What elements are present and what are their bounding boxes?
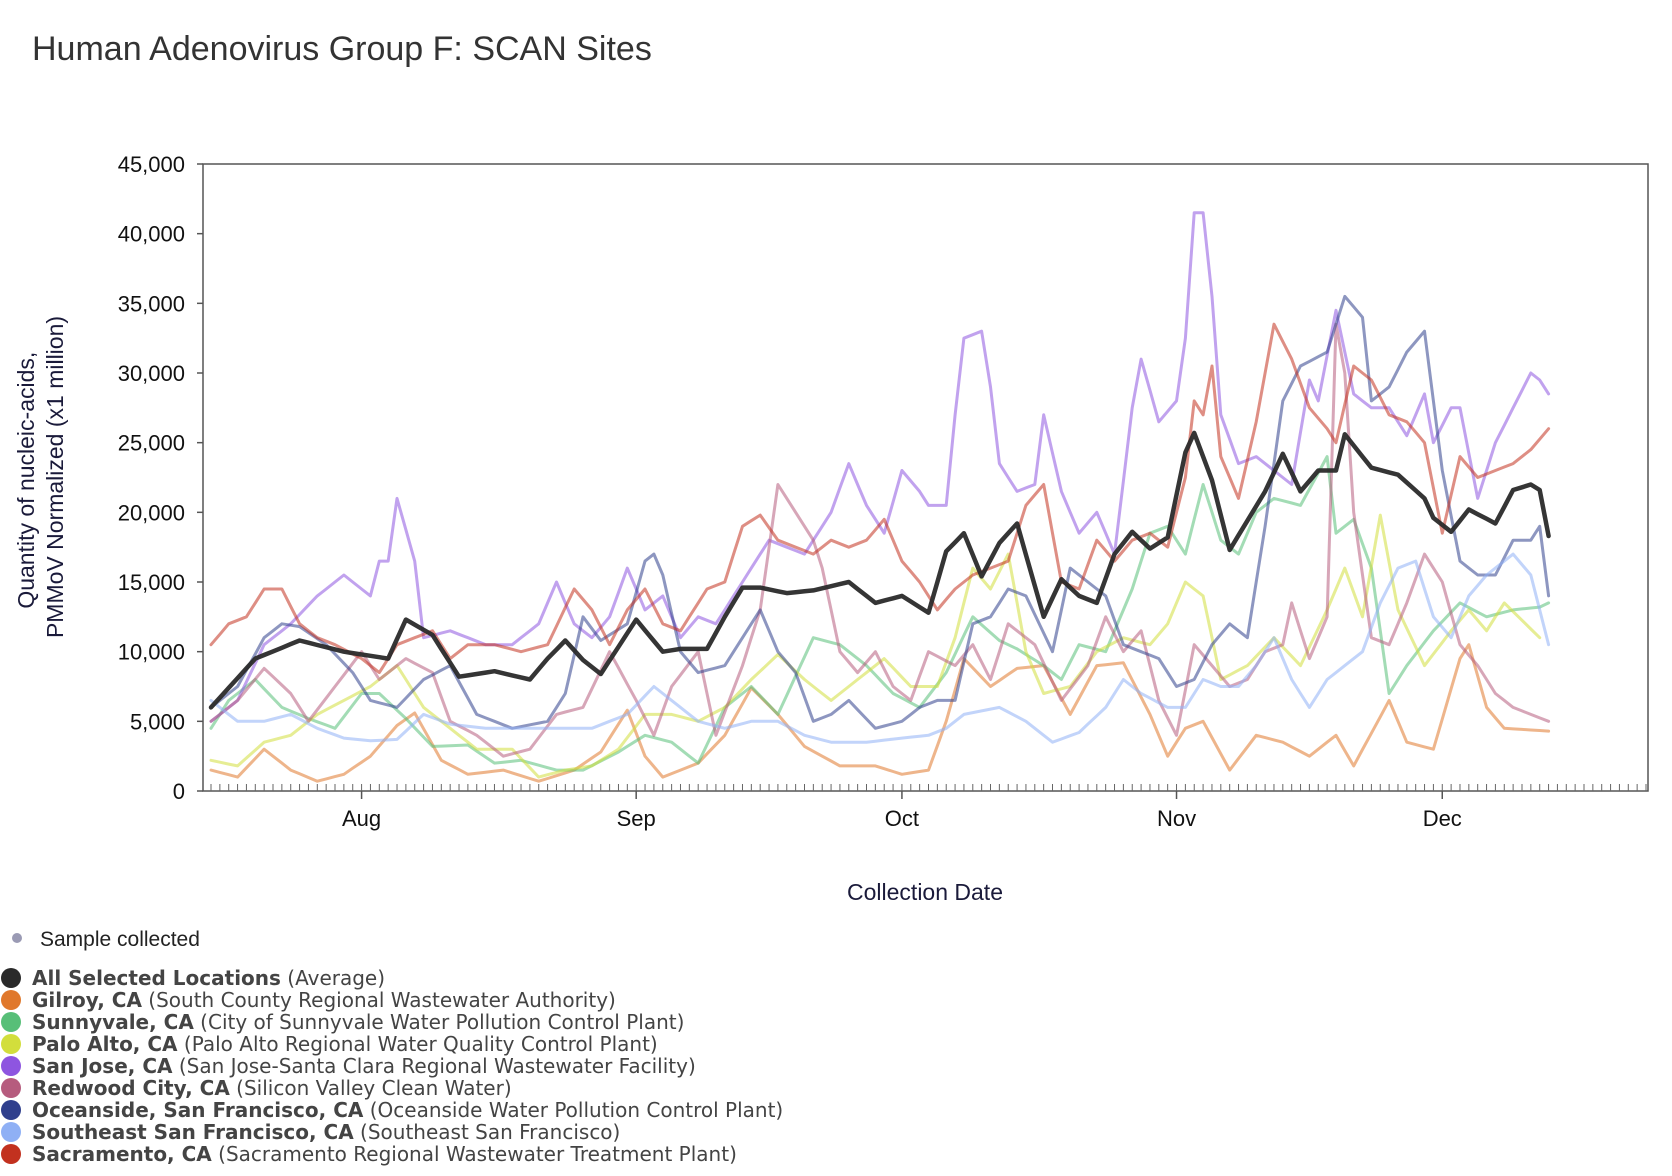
chart-title: Human Adenovirus Group F: SCAN Sites (32, 30, 652, 68)
y-tick-label: 45,000 (118, 152, 185, 177)
legend-dot-icon (1, 1034, 21, 1054)
legend-item-name: Southeast San Francisco, CA (32, 1120, 354, 1144)
y-tick-label: 0 (173, 779, 185, 804)
legend-item[interactable]: San Jose, CA (San Jose-Santa Clara Regio… (0, 1055, 696, 1077)
legend-dot-icon (1, 1122, 21, 1142)
series-line-all-selected-locations[interactable] (208, 430, 1551, 710)
x-axis-title: Collection Date (847, 879, 1003, 905)
series-line-sacramento-ca[interactable] (209, 322, 1551, 675)
legend-item-description: (South County Regional Wastewater Author… (141, 988, 616, 1012)
legend-item[interactable]: Sacramento, CA (Sacramento Regional Wast… (0, 1143, 737, 1165)
legend-item-name: Sunnyvale, CA (32, 1010, 194, 1034)
legend-dot-icon (1, 968, 21, 988)
legend-item[interactable]: Southeast San Francisco, CA (Southeast S… (0, 1121, 620, 1143)
x-tick-label: Nov (1157, 806, 1196, 831)
legend-item-description: (Silicon Valley Clean Water) (229, 1076, 512, 1100)
legend-item-description: (City of Sunnyvale Water Pollution Contr… (193, 1010, 685, 1034)
legend-dot-icon (1, 1012, 21, 1032)
sample-dot-icon (12, 933, 22, 943)
legend-item-description: (San Jose-Santa Clara Regional Wastewate… (172, 1054, 696, 1078)
legend-item-name: San Jose, CA (32, 1054, 173, 1078)
sample-collected-label: Sample collected (40, 928, 200, 951)
y-tick-label: 30,000 (118, 361, 185, 386)
x-axis: Aug Sep Oct Nov Dec (210, 784, 1647, 831)
legend-item[interactable]: All Selected Locations (Average) (0, 967, 385, 989)
legend-item[interactable]: Redwood City, CA (Silicon Valley Clean W… (0, 1077, 512, 1099)
legend-item[interactable]: Gilroy, CA (South County Regional Wastew… (0, 989, 616, 1011)
legend-item-name: Redwood City, CA (32, 1076, 230, 1100)
x-tick-label: Aug (342, 806, 381, 831)
series-line-redwood-city-ca[interactable] (209, 322, 1551, 758)
legend-dot-icon (1, 1100, 21, 1120)
series-line-sunnyvale-ca[interactable] (209, 455, 1551, 772)
legend-item-description: (Average) (280, 966, 386, 990)
legend-item-description: (Oceanside Water Pollution Control Plant… (363, 1098, 784, 1122)
legend-item-name: Gilroy, CA (32, 988, 142, 1012)
y-axis-title-line-2: PMMoV Normalized (x1 million) (42, 316, 68, 638)
y-tick-label: 25,000 (118, 431, 185, 456)
y-axis-title: Quantity of nucleic-acids, PMMoV Normali… (13, 316, 68, 638)
legend-item-name: Sacramento, CA (32, 1142, 212, 1166)
x-tick-label: Oct (885, 806, 919, 831)
legend-dot-icon (1, 1144, 21, 1164)
legend-item-name: Oceanside, San Francisco, CA (32, 1098, 364, 1122)
x-tick-label: Dec (1423, 806, 1462, 831)
legend-item-description: (Sacramento Regional Wastewater Treatmen… (211, 1142, 737, 1166)
series-line-oceanside-san-francisco-ca[interactable] (209, 294, 1551, 730)
y-tick-label: 5,000 (130, 709, 185, 734)
y-axis: 0 5,000 10,000 15,000 20,000 25,000 30,000 35,0… (118, 152, 203, 804)
y-axis-title-line-1: Quantity of nucleic-acids, (13, 352, 39, 609)
legend-dot-icon (1, 1078, 21, 1098)
legend-dot-icon (1, 990, 21, 1010)
legend-item-description: (Southeast San Francisco) (353, 1120, 621, 1144)
y-tick-label: 10,000 (118, 640, 185, 665)
x-tick-label: Sep (617, 806, 656, 831)
y-tick-label: 40,000 (118, 222, 185, 247)
series-layer (208, 211, 1551, 783)
y-tick-label: 20,000 (118, 500, 185, 525)
chart-svg: 0 5,000 10,000 15,000 20,000 25,000 30,000 35,0… (13, 152, 1649, 905)
legend-dot-icon (1, 1056, 21, 1076)
y-tick-label: 35,000 (118, 291, 185, 316)
legend-item-description: (Palo Alto Regional Water Quality Contro… (177, 1032, 658, 1056)
series-line-palo-alto-ca[interactable] (209, 513, 1542, 779)
legend-item[interactable]: Palo Alto, CA (Palo Alto Regional Water … (0, 1033, 658, 1055)
legend-item-name: Palo Alto, CA (32, 1032, 178, 1056)
series-line-southeast-san-francisco-ca[interactable] (209, 552, 1551, 744)
legend-item[interactable]: Oceanside, San Francisco, CA (Oceanside … (0, 1099, 783, 1121)
legend-item[interactable]: Sunnyvale, CA (City of Sunnyvale Water P… (0, 1011, 684, 1033)
legend-item-name: All Selected Locations (32, 966, 281, 990)
y-tick-label: 15,000 (118, 570, 185, 595)
legend-sample-collected: Sample collected (12, 928, 200, 952)
